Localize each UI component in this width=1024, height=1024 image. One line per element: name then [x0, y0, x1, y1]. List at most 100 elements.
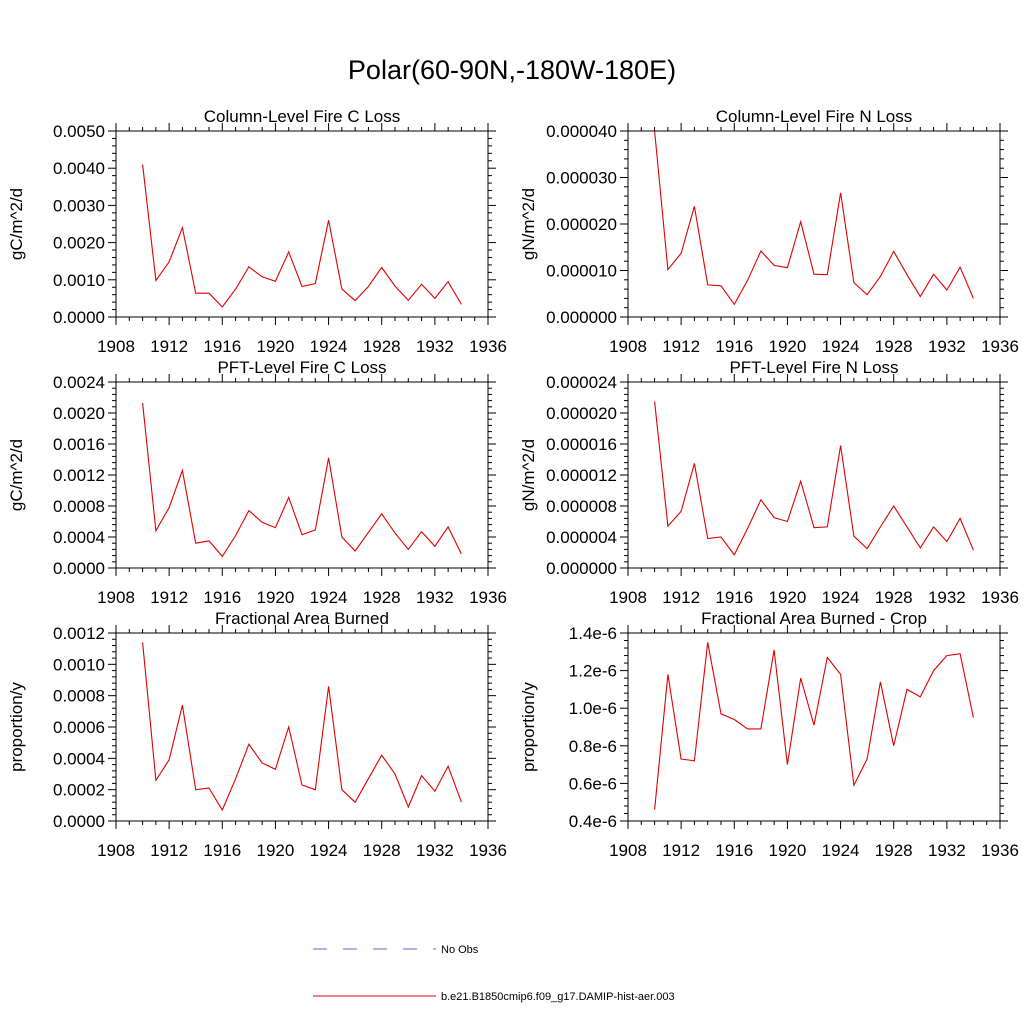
- series-line: [654, 401, 974, 556]
- series-line: [142, 642, 462, 812]
- y-tick-label: 0.0030: [53, 196, 105, 215]
- chart-panel-3: PFT-Level Fire C Loss gC/m^2/d 1908 1912 191…: [7, 358, 507, 607]
- y-tick-label: 0.8e-6: [569, 737, 617, 756]
- x-tick-label: 1928: [363, 588, 401, 607]
- y-tick-label: 0.000010: [546, 262, 617, 281]
- y-tick-label: 0.0004: [53, 749, 105, 768]
- y-tick-label: 0.000016: [546, 435, 617, 454]
- x-tick-label: 1936: [469, 841, 507, 860]
- y-tick-label: 0.0000: [53, 559, 105, 578]
- y-tick-label: 0.4e-6: [569, 812, 617, 831]
- x-tick-label: 1908: [97, 841, 135, 860]
- chart-panel-2: Column-Level Fire N Loss gN/m^2/d 1908 1912…: [519, 107, 1019, 356]
- y-tick-label: 0.000000: [546, 308, 617, 327]
- y-tick-label: 1.0e-6: [569, 699, 617, 718]
- x-tick-label: 1908: [609, 841, 647, 860]
- x-tick-label: 1920: [769, 588, 807, 607]
- x-tick-label: 1916: [715, 841, 753, 860]
- series-line: [654, 130, 974, 306]
- x-tick-label: 1920: [769, 337, 807, 356]
- x-tick-label: 1924: [310, 588, 348, 607]
- chart-panel-5: Fractional Area Burned proportion/y 1908 19…: [7, 609, 507, 860]
- chart-title: PFT-Level Fire C Loss: [217, 358, 386, 377]
- plot-frame: [115, 130, 489, 318]
- y-tick-label: 0.0006: [53, 718, 105, 737]
- y-tick-label: 0.0010: [53, 655, 105, 674]
- y-tick-label: 0.0008: [53, 497, 105, 516]
- y-tick-label: 0.6e-6: [569, 774, 617, 793]
- x-tick-label: 1932: [928, 337, 966, 356]
- x-tick-label: 1924: [822, 337, 860, 356]
- y-tick-label: 0.000020: [546, 404, 617, 423]
- y-tick-label: 0.0020: [53, 404, 105, 423]
- y-tick-label: 0.0000: [53, 812, 105, 831]
- x-tick-label: 1912: [150, 588, 188, 607]
- y-axis-label: gC/m^2/d: [7, 439, 26, 511]
- y-tick-label: 0.0024: [53, 373, 105, 392]
- x-tick-label: 1916: [715, 337, 753, 356]
- y-tick-label: 0.000040: [546, 122, 617, 141]
- y-tick-label: 0.000012: [546, 466, 617, 485]
- y-tick-label: 0.0000: [53, 308, 105, 327]
- x-tick-label: 1936: [981, 588, 1019, 607]
- x-tick-label: 1932: [928, 588, 966, 607]
- y-axis-label: proportion/y: [7, 682, 26, 772]
- series-line: [654, 642, 974, 810]
- x-tick-label: 1908: [97, 588, 135, 607]
- x-tick-label: 1912: [662, 588, 700, 607]
- x-tick-label: 1928: [363, 337, 401, 356]
- x-tick-label: 1920: [769, 841, 807, 860]
- x-tick-label: 1928: [363, 841, 401, 860]
- x-tick-label: 1908: [609, 337, 647, 356]
- x-tick-label: 1916: [203, 588, 241, 607]
- series-line: [142, 402, 462, 558]
- x-tick-label: 1920: [257, 841, 295, 860]
- x-tick-label: 1932: [416, 841, 454, 860]
- y-tick-label: 0.0050: [53, 122, 105, 141]
- chart-title: Column-Level Fire C Loss: [204, 107, 401, 126]
- x-tick-label: 1908: [97, 337, 135, 356]
- y-tick-label: 0.0040: [53, 159, 105, 178]
- x-tick-label: 1936: [981, 337, 1019, 356]
- chart-title: PFT-Level Fire N Loss: [729, 358, 898, 377]
- y-tick-label: 1.2e-6: [569, 662, 617, 681]
- figure-title: Polar(60-90N,-180W-180E): [347, 55, 677, 85]
- x-tick-label: 1920: [257, 337, 295, 356]
- x-tick-label: 1928: [875, 337, 913, 356]
- x-tick-label: 1936: [469, 588, 507, 607]
- plot-frame: [627, 381, 1001, 569]
- plot-frame: [627, 632, 1001, 822]
- x-tick-label: 1928: [875, 588, 913, 607]
- y-tick-label: 0.0004: [53, 528, 105, 547]
- chart-title: Fractional Area Burned - Crop: [701, 609, 927, 628]
- x-tick-label: 1920: [257, 588, 295, 607]
- chart-panel-6: Fractional Area Burned - Crop proportion/…: [519, 609, 1019, 860]
- series-line: [142, 164, 462, 308]
- x-tick-label: 1924: [822, 841, 860, 860]
- x-tick-label: 1932: [416, 588, 454, 607]
- x-tick-label: 1916: [203, 841, 241, 860]
- x-tick-label: 1936: [469, 337, 507, 356]
- x-tick-label: 1912: [150, 841, 188, 860]
- y-tick-label: 0.0016: [53, 435, 105, 454]
- chart-title: Fractional Area Burned: [215, 609, 389, 628]
- y-tick-label: 0.000000: [546, 559, 617, 578]
- x-tick-label: 1916: [203, 337, 241, 356]
- y-axis-label: gC/m^2/d: [7, 188, 26, 260]
- chart-title: Column-Level Fire N Loss: [716, 107, 913, 126]
- y-axis-label: gN/m^2/d: [519, 439, 538, 511]
- x-tick-label: 1924: [310, 841, 348, 860]
- y-tick-label: 0.000020: [546, 215, 617, 234]
- x-tick-label: 1936: [981, 841, 1019, 860]
- y-tick-label: 0.000024: [546, 373, 617, 392]
- y-axis-label: proportion/y: [519, 682, 538, 772]
- x-tick-label: 1928: [875, 841, 913, 860]
- x-tick-label: 1932: [416, 337, 454, 356]
- y-tick-label: 0.0008: [53, 687, 105, 706]
- plot-frame: [627, 130, 1001, 318]
- plot-frame: [115, 381, 489, 569]
- plot-frame: [115, 632, 489, 822]
- y-tick-label: 0.0020: [53, 234, 105, 253]
- x-tick-label: 1912: [662, 337, 700, 356]
